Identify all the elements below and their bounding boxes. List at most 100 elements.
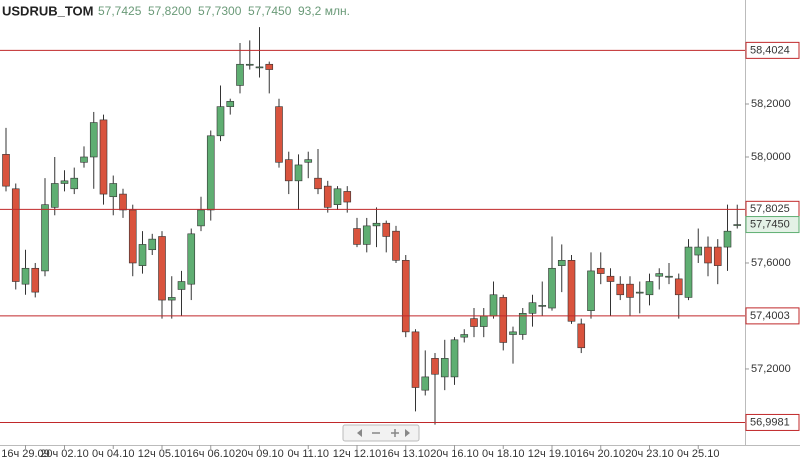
- candle: [2, 127, 10, 192]
- candle: [89, 111, 98, 189]
- header-low: 57,7300: [198, 4, 242, 18]
- candle-body: [470, 318, 478, 327]
- candle: [304, 151, 313, 179]
- candle: [284, 151, 293, 195]
- candle-body: [60, 180, 69, 184]
- x-tick-label: 16ч 29.09: [1, 448, 50, 460]
- candle: [206, 130, 215, 221]
- header-volume: 93,2 млн.: [298, 4, 350, 18]
- candle-body: [645, 281, 654, 296]
- candle: [684, 239, 693, 301]
- y-tick-label: 58,0000: [751, 151, 791, 163]
- level-label-box: [745, 41, 800, 59]
- candle-body: [284, 159, 293, 182]
- candle: [294, 154, 303, 210]
- candle: [470, 308, 478, 338]
- candle: [596, 252, 605, 285]
- candle-body: [265, 63, 274, 70]
- candle-body: [187, 233, 196, 285]
- candle: [538, 281, 547, 316]
- candle: [460, 329, 469, 343]
- candle-body: [362, 225, 371, 245]
- candle: [635, 281, 644, 314]
- candle: [216, 85, 225, 142]
- candle-body: [109, 183, 118, 198]
- candle-body: [499, 297, 508, 343]
- candle-body: [479, 315, 488, 327]
- candle-body: [635, 291, 644, 294]
- level-label-box: [745, 307, 800, 325]
- candle-body: [148, 238, 157, 251]
- candle-body: [421, 376, 430, 391]
- candle-body: [567, 260, 576, 322]
- x-tick-label: 16ч 13.10: [381, 448, 430, 460]
- candle: [674, 273, 683, 319]
- candle: [138, 231, 147, 274]
- level-label: 56,9981: [750, 416, 790, 428]
- candle: [655, 268, 664, 290]
- candle: [626, 276, 634, 316]
- y-tick-label: 58,2000: [751, 98, 791, 110]
- candle: [606, 268, 615, 316]
- candle: [362, 217, 371, 253]
- y-tick-label: 57,6000: [751, 257, 791, 269]
- candle-body: [684, 246, 693, 298]
- candle: [401, 255, 410, 338]
- candle-body: [167, 297, 176, 301]
- candle-body: [80, 156, 88, 163]
- candle: [265, 61, 274, 94]
- scroll-right[interactable]: [405, 429, 410, 437]
- x-tick-label: 20ч 02.10: [40, 448, 89, 460]
- scroll-left[interactable]: [357, 429, 362, 437]
- candle: [197, 196, 205, 232]
- scroll-control[interactable]: [342, 424, 420, 442]
- candle: [645, 273, 654, 306]
- candle-body: [245, 63, 254, 66]
- candle: [226, 98, 235, 115]
- candle-body: [713, 246, 722, 266]
- candle-body: [723, 230, 732, 248]
- candle: [31, 262, 40, 298]
- zoom-in[interactable]: [391, 429, 399, 437]
- candle: [587, 252, 595, 319]
- header-close: 57,7450: [248, 4, 292, 18]
- candle-body: [11, 188, 20, 282]
- candle-body: [489, 294, 498, 317]
- candle-body: [450, 339, 459, 378]
- candle-body: [587, 270, 595, 311]
- candle: [177, 270, 186, 316]
- candle: [382, 220, 391, 253]
- candle: [323, 180, 332, 213]
- candle-body: [236, 63, 244, 86]
- candle-body: [275, 106, 283, 163]
- candle-body: [528, 302, 537, 314]
- candle-body: [596, 267, 605, 274]
- candle-body: [733, 224, 742, 226]
- candle: [723, 204, 732, 271]
- candle: [109, 175, 118, 216]
- candle-body: [21, 267, 30, 285]
- candle: [11, 183, 20, 290]
- candle: [41, 178, 49, 277]
- candle-body: [206, 135, 215, 211]
- candle: [50, 156, 59, 216]
- candle-body: [655, 273, 664, 277]
- candle-body: [128, 209, 137, 264]
- candle-body: [89, 122, 98, 158]
- candle-body: [304, 159, 313, 163]
- candle-body: [323, 185, 332, 208]
- candle: [713, 239, 722, 285]
- candle: [616, 276, 625, 301]
- candle: [557, 244, 566, 293]
- candle: [431, 353, 439, 425]
- candle: [314, 149, 322, 195]
- candle: [509, 326, 517, 364]
- candle: [567, 255, 576, 324]
- candle: [694, 228, 703, 263]
- candle-body: [50, 183, 59, 208]
- candle-body: [99, 119, 108, 195]
- candle-body: [138, 244, 147, 266]
- candle-body: [606, 275, 615, 282]
